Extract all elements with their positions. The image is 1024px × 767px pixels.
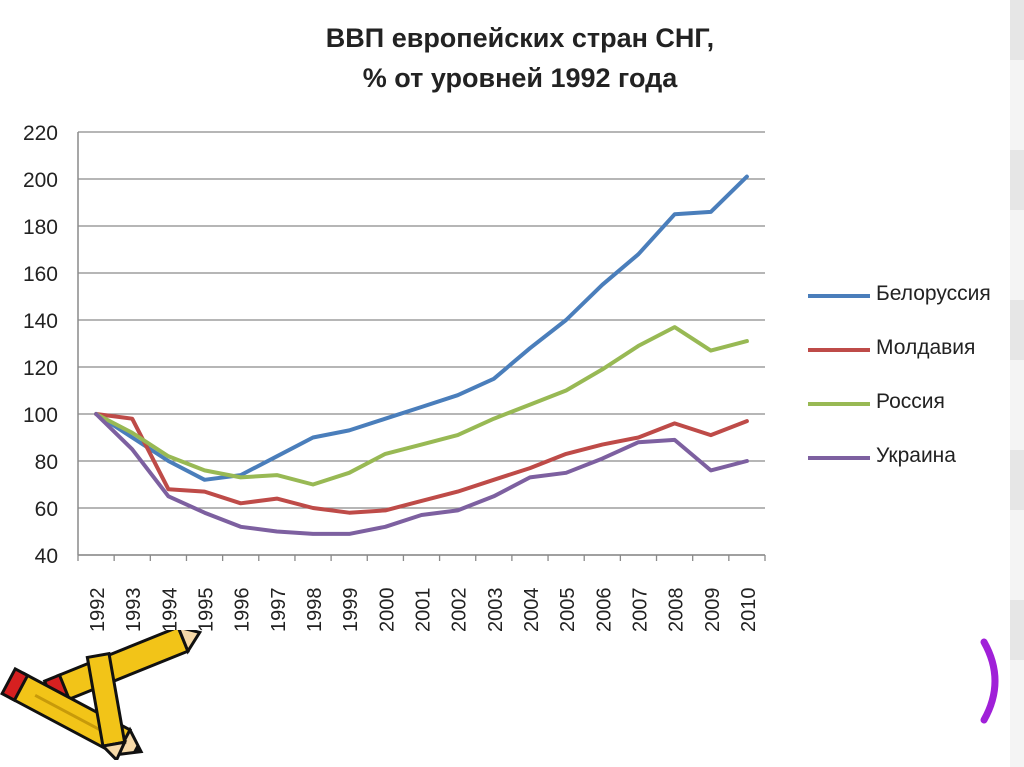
legend-swatch [808,348,870,352]
legend-label: Молдавия [876,336,976,359]
x-tick-label: 2006 [593,588,615,633]
right-edge-bar [1010,0,1024,767]
x-tick-label: 2002 [449,588,471,633]
x-tick-label: 1994 [159,588,181,633]
legend-item: Россия [808,388,1018,418]
x-tick-label: 1996 [232,588,254,633]
legend-swatch [808,456,870,460]
legend-label: Россия [876,390,945,413]
y-tick-label: 60 [35,498,58,521]
chart-title-line-1: ВВП европейских стран СНГ, [325,23,715,53]
x-tick-label: 1995 [196,588,218,633]
x-tick-label: 2009 [702,588,724,633]
bracket-decoration [980,638,999,724]
x-tick-label: 2010 [738,588,760,633]
y-tick-label: 180 [23,216,58,239]
x-tick-label: 2005 [557,588,579,633]
legend-swatch [808,402,870,406]
x-tick-label: 1999 [340,588,362,633]
x-tick-label: 1992 [87,588,109,633]
series-line-0 [94,174,749,482]
x-tick-label: 1998 [304,588,326,633]
x-tick-label: 2008 [666,588,688,633]
y-tick-label: 220 [23,122,58,145]
legend-item: Молдавия [808,334,1018,364]
x-tick-label: 1993 [123,588,145,633]
x-tick-label: 2007 [629,588,651,633]
legend-label: Украина [876,444,956,467]
y-tick-label: 40 [35,545,58,568]
x-tick-label: 2003 [485,588,507,633]
chart-title-line-2: % от уровней 1992 года [362,63,678,93]
legend-item: Белоруссия [808,280,1018,310]
x-tick-label: 2004 [521,588,543,633]
y-tick-label: 120 [23,357,58,380]
x-tick-label: 1997 [268,588,290,633]
x-tick-label: 2001 [413,588,435,633]
pencils-decoration [0,630,203,760]
y-tick-label: 200 [23,169,58,192]
tick-labels: 40 60 80 100 120 140 160 180 200 220 1992 1993 1994 1… [23,122,760,632]
series-line-3 [94,412,749,536]
y-tick-label: 80 [35,451,58,474]
series-line-1 [94,412,749,515]
chart-title: ВВП европейских стран СНГ, % от уровней … [150,18,890,98]
legend-item: Украина [808,442,1018,472]
y-tick-label: 140 [23,310,58,333]
legend-label: Белоруссия [876,282,991,305]
legend-swatch [808,294,870,298]
series-lines [94,174,749,536]
x-tick-label: 2000 [376,588,398,633]
series-line-2 [94,325,749,487]
y-tick-label: 160 [23,263,58,286]
axes [77,132,766,561]
y-tick-label: 100 [23,404,58,427]
